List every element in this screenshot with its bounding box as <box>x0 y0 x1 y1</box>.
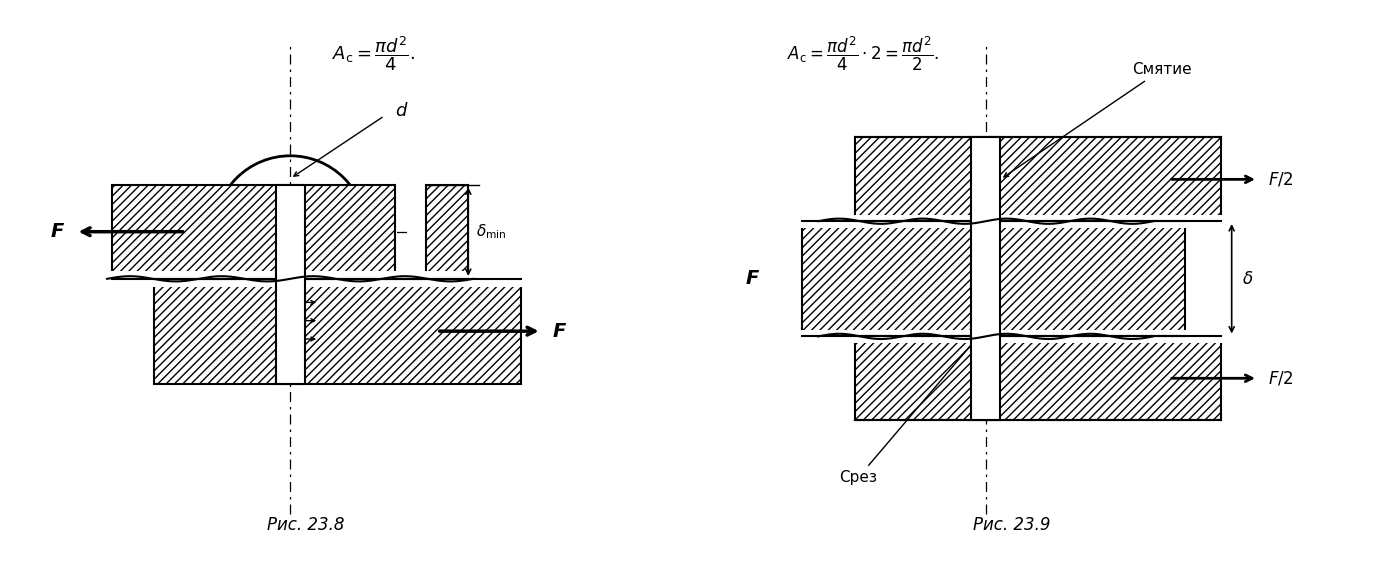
Text: $F/2$: $F/2$ <box>1268 369 1294 387</box>
Text: Рис. 23.9: Рис. 23.9 <box>973 516 1050 534</box>
Text: $\delta$: $\delta$ <box>1243 270 1254 288</box>
Bar <box>803 221 1185 336</box>
Bar <box>112 184 394 279</box>
Bar <box>972 221 1001 336</box>
Text: Рис. 23.8: Рис. 23.8 <box>267 516 345 534</box>
Text: $F/2$: $F/2$ <box>1268 170 1294 188</box>
Bar <box>972 138 1001 420</box>
Bar <box>275 184 304 279</box>
Bar <box>855 138 1221 221</box>
Bar <box>426 184 468 279</box>
Bar <box>792 215 1264 228</box>
Bar <box>154 279 520 384</box>
Text: $d$: $d$ <box>394 101 408 119</box>
Text: Срез: Срез <box>839 340 976 485</box>
Text: Смятие: Смятие <box>1003 62 1192 177</box>
Bar <box>792 330 1264 343</box>
Text: $\delta_{\min}$: $\delta_{\min}$ <box>476 222 507 241</box>
Text: $A_\mathrm{c} = \dfrac{\pi d^2}{4} \cdot 2 = \dfrac{\pi d^2}{2}$.: $A_\mathrm{c} = \dfrac{\pi d^2}{4} \cdot… <box>786 35 938 73</box>
Text: $A_\mathrm{c} = \dfrac{\pi d^2}{4}$.: $A_\mathrm{c} = \dfrac{\pi d^2}{4}$. <box>332 34 415 73</box>
Bar <box>855 336 1221 420</box>
Bar <box>972 336 1001 420</box>
Text: $\boldsymbol{F}$: $\boldsymbol{F}$ <box>746 269 761 288</box>
Bar <box>97 271 541 287</box>
Text: $\boldsymbol{F}$: $\boldsymbol{F}$ <box>552 321 567 341</box>
Text: $\boldsymbol{F}$: $\boldsymbol{F}$ <box>50 222 65 241</box>
Bar <box>275 279 304 384</box>
Bar <box>275 184 304 384</box>
Bar <box>972 138 1001 221</box>
